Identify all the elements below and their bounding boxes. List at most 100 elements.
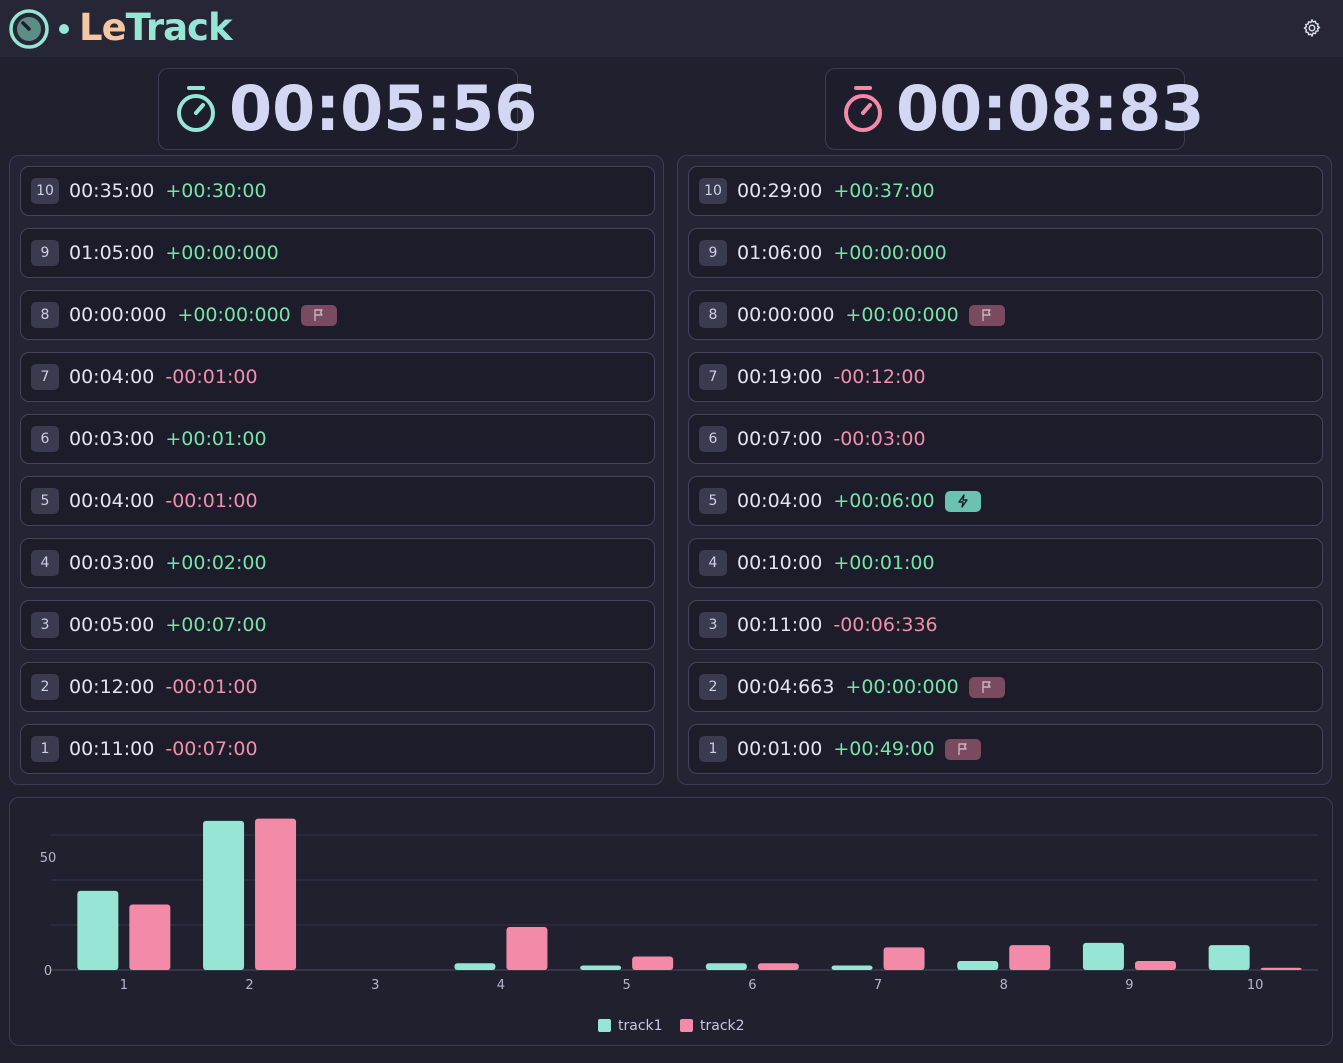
lap-row: 8 00:00:000 +00:00:000 [688, 290, 1323, 340]
lap-row: 7 00:19:00 -00:12:00 [688, 352, 1323, 402]
lap-row: 1 00:11:00 -00:07:00 [20, 724, 655, 774]
lap-row: 4 00:03:00 +00:02:00 [20, 538, 655, 588]
lap-time: 00:29:00 [737, 180, 823, 202]
laps-panel-track1: 10 00:35:00 +00:30:00 9 01:05:00 +00:00:000 8 0… [9, 155, 664, 785]
lap-delta: +00:02:00 [165, 552, 267, 574]
app-header: LeTrack [0, 0, 1343, 57]
logo-stopwatch-icon [9, 9, 49, 49]
lap-delta: -00:03:00 [833, 428, 926, 450]
lap-row: 9 01:05:00 +00:00:000 [20, 228, 655, 278]
lap-delta: +00:01:00 [165, 428, 267, 450]
lap-number: 2 [699, 674, 727, 700]
lap-time: 00:04:663 [737, 676, 835, 698]
lap-number: 4 [699, 550, 727, 576]
lap-row: 7 00:04:00 -00:01:00 [20, 352, 655, 402]
lap-time: 00:10:00 [737, 552, 823, 574]
lap-time: 00:11:00 [69, 738, 155, 760]
bar-chart-svg: 0 50 1 2 3 4 5 6 7 8 9 10 track1 track2 [40, 818, 1318, 1034]
lap-row: 5 00:04:00 +00:06:00 [688, 476, 1323, 526]
lap-delta: +00:30:00 [165, 180, 267, 202]
bar-track1 [580, 965, 622, 970]
bar-track2 [1009, 945, 1051, 970]
lap-delta: -00:07:00 [165, 738, 258, 760]
lap-delta: +00:49:00 [833, 738, 935, 760]
bar-track1 [957, 960, 999, 970]
bar-track1 [831, 965, 873, 970]
bar-track2 [757, 963, 799, 970]
legend-label: track2 [700, 1018, 745, 1034]
timer-value: 00:08:83 [896, 72, 1205, 145]
lap-row: 3 00:11:00 -00:06:336 [688, 600, 1323, 650]
lap-number: 1 [31, 736, 59, 762]
x-tick-label: 4 [497, 978, 505, 993]
flag-icon [968, 304, 1005, 326]
timer-track1: 00:05:56 [158, 68, 537, 150]
lap-time: 01:05:00 [69, 242, 155, 264]
lap-row: 4 00:10:00 +00:01:00 [688, 538, 1323, 588]
bar-track1 [77, 890, 119, 970]
lap-number: 3 [31, 612, 59, 638]
lap-number: 6 [31, 426, 59, 452]
lap-number: 3 [699, 612, 727, 638]
stopwatch-icon [177, 86, 215, 132]
x-tick-label: 5 [623, 978, 631, 993]
lap-number: 8 [699, 302, 727, 328]
gear-icon[interactable] [1301, 17, 1323, 39]
logo-dot [59, 24, 69, 34]
bar-track1 [705, 963, 747, 970]
bar-track2 [506, 927, 548, 970]
bar-track2 [1260, 967, 1302, 970]
lap-number: 1 [699, 736, 727, 762]
bar-track2 [883, 947, 925, 970]
flag-icon [968, 676, 1005, 698]
lap-row: 3 00:05:00 +00:07:00 [20, 600, 655, 650]
x-tick-label: 6 [748, 978, 756, 993]
lap-delta: +00:00:000 [845, 676, 959, 698]
lap-row: 5 00:04:00 -00:01:00 [20, 476, 655, 526]
bar-track1 [1082, 942, 1124, 970]
legend-swatch [680, 1019, 693, 1032]
lap-number: 10 [31, 178, 59, 204]
lap-delta: +00:37:00 [833, 180, 935, 202]
lap-delta: -00:01:00 [165, 676, 258, 698]
bar-track1 [454, 963, 496, 970]
lap-row: 1 00:01:00 +00:49:00 [688, 724, 1323, 774]
x-tick-label: 8 [1000, 978, 1008, 993]
bar-track2 [632, 956, 674, 970]
x-tick-label: 3 [371, 978, 379, 993]
x-tick-label: 7 [874, 978, 882, 993]
x-tick-label: 2 [245, 978, 253, 993]
legend-swatch [598, 1019, 611, 1032]
lap-delta: +00:06:00 [833, 490, 935, 512]
lap-number: 2 [31, 674, 59, 700]
lap-time: 00:01:00 [737, 738, 823, 760]
lap-time: 00:03:00 [69, 428, 155, 450]
lap-delta: +00:07:00 [165, 614, 267, 636]
bar-track2 [255, 818, 297, 970]
lap-row: 8 00:00:000 +00:00:000 [20, 290, 655, 340]
lap-time: 00:04:00 [737, 490, 823, 512]
lap-row: 10 00:35:00 +00:30:00 [20, 166, 655, 216]
laps-panel-track2: 10 00:29:00 +00:37:00 9 01:06:00 +00:00:000 8 0… [677, 155, 1332, 785]
lap-time: 00:07:00 [737, 428, 823, 450]
lap-row: 6 00:07:00 -00:03:00 [688, 414, 1323, 464]
lap-number: 4 [31, 550, 59, 576]
lap-number: 7 [31, 364, 59, 390]
lap-delta: +00:00:000 [845, 304, 959, 326]
lap-delta: +00:00:000 [165, 242, 279, 264]
lap-number: 9 [31, 240, 59, 266]
lap-delta: +00:00:000 [833, 242, 947, 264]
timer-track2: 00:08:83 [825, 68, 1204, 150]
legend-label: track1 [618, 1018, 663, 1034]
lap-delta: -00:12:00 [833, 366, 926, 388]
y-tick-label: 0 [44, 964, 52, 979]
lap-delta: -00:01:00 [165, 490, 258, 512]
lap-delta: +00:01:00 [833, 552, 935, 574]
lap-time: 00:03:00 [69, 552, 155, 574]
lap-time: 00:05:00 [69, 614, 155, 636]
stopwatch-icon [844, 86, 882, 132]
lap-row: 6 00:03:00 +00:01:00 [20, 414, 655, 464]
lap-number: 5 [699, 488, 727, 514]
bar-track1 [1208, 945, 1250, 970]
lap-row: 2 00:12:00 -00:01:00 [20, 662, 655, 712]
